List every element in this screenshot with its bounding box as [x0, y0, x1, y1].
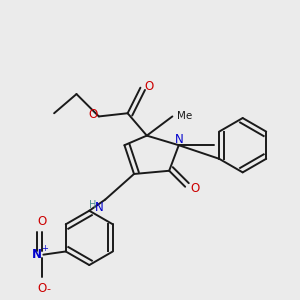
Text: N: N: [175, 133, 184, 146]
Text: O: O: [190, 182, 199, 195]
Text: N: N: [32, 248, 42, 261]
Text: O: O: [89, 108, 98, 121]
Text: -: -: [46, 284, 50, 294]
Text: O: O: [144, 80, 154, 93]
Text: Me: Me: [177, 111, 192, 121]
Text: N: N: [95, 201, 104, 214]
Text: O: O: [37, 214, 46, 227]
Text: +: +: [41, 244, 48, 253]
Text: H: H: [89, 200, 96, 211]
Text: O: O: [37, 282, 46, 295]
